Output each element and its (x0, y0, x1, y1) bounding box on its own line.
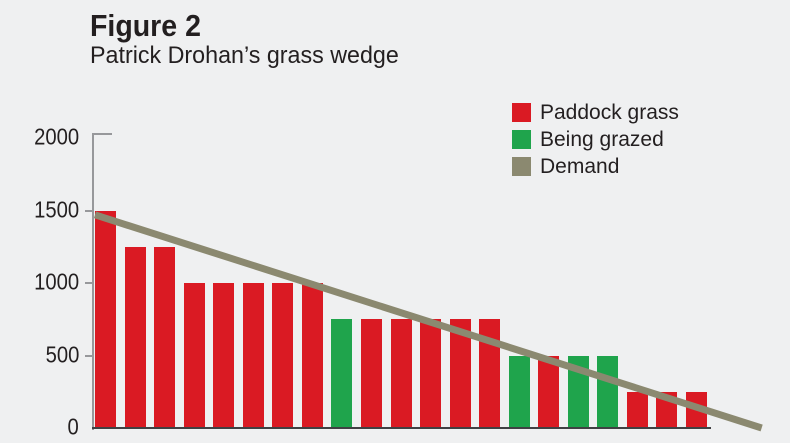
bar-paddock-grass (656, 391, 678, 428)
y-axis-tick-label: 1000 (33, 268, 79, 295)
bar-being-grazed (597, 355, 619, 428)
y-axis-tick-label: 500 (45, 341, 79, 368)
y-axis-tick-label: 0 (67, 413, 79, 440)
legend-label-demand: Demand (540, 155, 620, 178)
bar-paddock-grass (538, 355, 560, 428)
bar-paddock-grass (95, 210, 116, 428)
bar-being-grazed (567, 355, 589, 428)
chart-legend: Paddock grass Being grazed Demand (512, 101, 679, 178)
bar-paddock-grass (154, 246, 176, 428)
legend-item-being-grazed: Being grazed (512, 128, 679, 151)
bar-being-grazed (508, 355, 530, 428)
bar-paddock-grass (390, 319, 412, 428)
bar-paddock-grass (213, 283, 235, 428)
bar-paddock-grass (360, 319, 382, 428)
x-axis-line (92, 427, 711, 429)
bar-paddock-grass (124, 246, 146, 428)
y-axis-tick-mark (85, 282, 92, 284)
legend-item-paddock-grass: Paddock grass (512, 101, 679, 124)
paddock-grass-swatch-icon (512, 103, 531, 122)
y-axis-tick-mark (85, 354, 92, 357)
y-axis-top-tick (92, 133, 112, 135)
demand-swatch-icon (512, 157, 531, 176)
legend-label-being-grazed: Being grazed (540, 128, 664, 151)
bar-paddock-grass (449, 319, 471, 428)
y-axis-line (92, 133, 94, 430)
bar-paddock-grass (420, 319, 442, 428)
legend-item-demand: Demand (512, 155, 679, 178)
bar-being-grazed (331, 319, 353, 428)
y-axis-tick-label: 2000 (33, 123, 79, 150)
bar-paddock-grass (301, 283, 323, 428)
bar-paddock-grass (686, 391, 707, 428)
legend-label-paddock-grass: Paddock grass (540, 101, 679, 124)
bar-paddock-grass (242, 283, 264, 428)
bar-paddock-grass (626, 391, 648, 428)
bar-paddock-grass (272, 283, 294, 428)
figure-subtitle: Patrick Drohan’s grass wedge (90, 42, 399, 69)
y-axis-tick-mark (85, 209, 92, 212)
figure-label: Figure 2 (90, 8, 201, 43)
bar-paddock-grass (183, 283, 205, 428)
y-axis-tick-label: 1500 (33, 196, 79, 223)
being-grazed-swatch-icon (512, 130, 531, 149)
bar-paddock-grass (479, 319, 501, 428)
